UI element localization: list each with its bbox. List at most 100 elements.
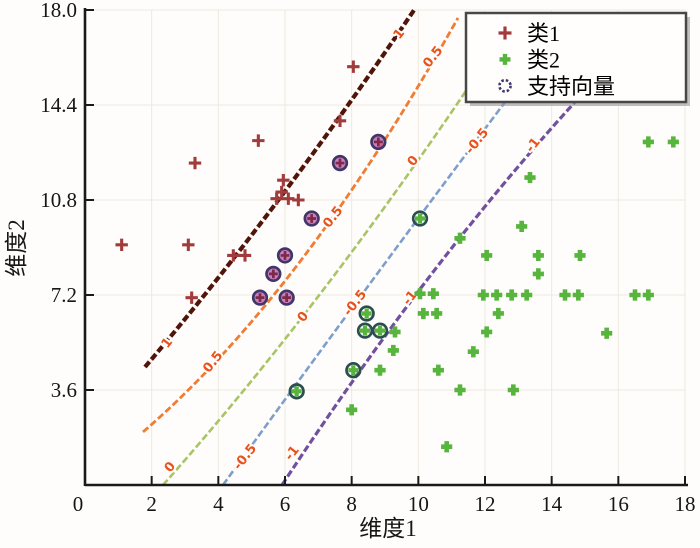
- support-vector-ring: [411, 210, 429, 227]
- x-tick-label: 14: [541, 492, 563, 516]
- class1-point: [252, 134, 265, 147]
- y-tick-label: 14.4: [40, 93, 77, 117]
- series-类2: [346, 136, 679, 453]
- x-tick-label: 4: [213, 492, 224, 516]
- class2-point: [642, 136, 654, 148]
- class1-legend-icon: [498, 26, 512, 40]
- class2-point: [642, 289, 654, 301]
- support-vector-marker: [415, 213, 425, 224]
- legend-item-label: 类2: [527, 47, 560, 72]
- axes: [83, 8, 688, 487]
- support-vector-ring: [356, 322, 374, 339]
- support-vector-marker: [307, 214, 317, 223]
- x-tick-label: 0: [73, 492, 84, 516]
- support-vector-marker: [335, 158, 345, 168]
- class2-point: [601, 327, 613, 339]
- class2-point: [441, 441, 453, 453]
- class2-point: [629, 289, 641, 301]
- support-vector-marker: [375, 325, 385, 336]
- class2-point: [454, 384, 466, 396]
- boundary-line: [142, 17, 460, 434]
- class1-point: [115, 238, 128, 252]
- legend-item: 类1: [498, 21, 560, 46]
- legend-item: 支持向量: [498, 74, 615, 99]
- y-tick-label: 7.2: [51, 283, 77, 307]
- class2-point: [427, 288, 439, 300]
- class1-point: [347, 60, 360, 73]
- support-vector-ring: [371, 322, 389, 339]
- x-tick-label: 16: [608, 492, 629, 516]
- support-vector-marker: [361, 308, 372, 319]
- class2-point: [454, 232, 466, 244]
- class1-point: [188, 156, 202, 170]
- support-vector-marker: [373, 137, 383, 147]
- boundary-line: [162, 84, 472, 486]
- class2-point: [559, 289, 571, 301]
- y-tick-label: 3.6: [51, 378, 77, 402]
- class2-point: [467, 346, 479, 358]
- series-类1支持向量: [251, 133, 387, 306]
- class1-point: [333, 114, 347, 128]
- class2-point: [417, 307, 429, 320]
- tick-labels: 0 2 4 6 8 10 12 14 16 18 3.6 7.2 10.8 14.4 18.0: [40, 0, 695, 516]
- class1-point: [238, 249, 252, 262]
- legend-item: 类2: [499, 47, 560, 72]
- class2-point: [432, 364, 444, 376]
- x-axis-title: 维度1: [359, 516, 417, 541]
- class2-point: [506, 289, 518, 301]
- x-tick-label: 2: [146, 492, 157, 516]
- x-tick-label: 12: [475, 492, 496, 516]
- series-类2支持向量: [288, 210, 429, 400]
- class1-point: [292, 193, 305, 207]
- support-vector-ring: [358, 305, 375, 322]
- class1-point: [270, 192, 283, 205]
- support-vector-marker: [360, 325, 370, 336]
- class2-point: [572, 289, 584, 301]
- support-vector-ring: [345, 362, 362, 379]
- boundary-line: [221, 97, 510, 486]
- support-vector-marker: [255, 293, 265, 303]
- class2-point: [507, 384, 519, 396]
- class1-point: [277, 174, 290, 187]
- support-vector-marker: [291, 386, 302, 397]
- class2-point: [491, 289, 503, 301]
- series-类1: [115, 60, 360, 304]
- x-tick-label: 10: [408, 492, 429, 516]
- data-points: [115, 60, 679, 453]
- y-tick-label: 10.8: [40, 188, 77, 212]
- boundary-line: [280, 101, 577, 486]
- legend-item-label: 支持向量: [527, 74, 615, 99]
- y-axis-title: 维度2: [4, 219, 29, 277]
- class2-point: [492, 307, 504, 320]
- support-vector-ring: [288, 383, 305, 400]
- support-vector-marker: [280, 251, 290, 260]
- class2-legend-icon: [499, 53, 511, 65]
- class2-point: [346, 404, 358, 416]
- class2-point: [374, 364, 386, 376]
- class2-point: [431, 307, 443, 320]
- support-vector-marker: [282, 293, 292, 303]
- class1-point: [227, 249, 240, 262]
- x-tick-label: 6: [280, 492, 291, 516]
- legend-item-label: 类1: [527, 21, 560, 46]
- class2-point: [414, 288, 426, 300]
- class2-point: [524, 171, 536, 184]
- support-vector-legend-icon: [498, 78, 512, 93]
- class2-point: [574, 249, 586, 262]
- class2-point: [532, 268, 544, 280]
- y-tick-label: 18.0: [40, 0, 77, 22]
- class2-point: [516, 220, 528, 232]
- x-tick-label: 8: [346, 492, 357, 516]
- class2-point: [481, 249, 493, 262]
- class2-point: [481, 326, 493, 338]
- class2-point: [387, 344, 399, 357]
- class2-point: [532, 249, 544, 262]
- x-tick-label: 18: [675, 492, 696, 516]
- support-vector-marker: [348, 365, 359, 376]
- class1-point: [185, 291, 198, 304]
- class2-point: [389, 326, 401, 338]
- class2-point: [477, 289, 489, 301]
